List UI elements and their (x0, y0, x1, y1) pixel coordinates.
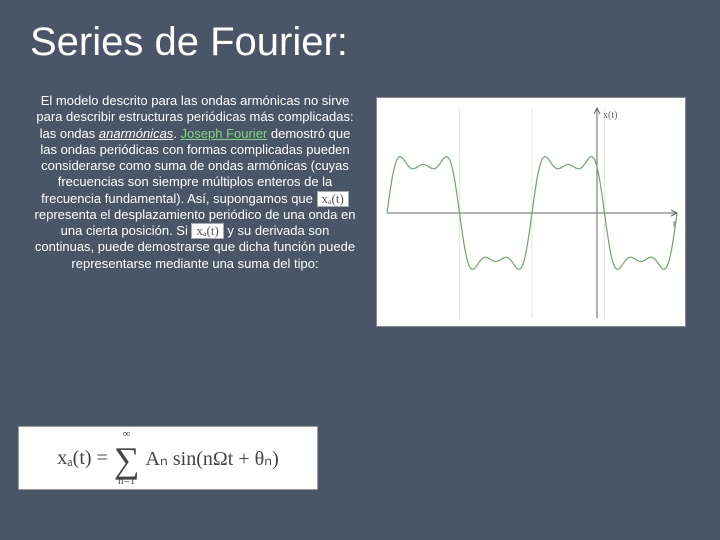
sum-upper: ∞ (123, 429, 131, 440)
content-row: El modelo descrito para las ondas armóni… (30, 93, 690, 327)
slide: Series de Fourier: El modelo descrito pa… (0, 0, 720, 540)
sum-limits: ∞ ∑ n=1 (110, 429, 144, 487)
body-text: El modelo descrito para las ondas armóni… (30, 93, 360, 327)
sigma-symbol: ∑ (114, 442, 140, 478)
fourier-formula: xₐ(t) = ∞ ∑ n=1 Aₙ sin(nΩt + θₙ) (18, 426, 318, 490)
waveform-chart: x(t)t (376, 97, 686, 327)
chart-svg: x(t)t (377, 98, 687, 328)
fourier-link[interactable]: Joseph Fourier (181, 126, 268, 141)
chart-column: x(t)t (372, 93, 690, 327)
formula-rhs: Aₙ sin(nΩt + θₙ) (145, 446, 278, 471)
page-title: Series de Fourier: (30, 20, 690, 65)
formula-lhs: xₐ(t) = (57, 447, 108, 470)
inline-math-2: xₐ(t) (191, 223, 223, 239)
inline-math-1: xₐ(t) (317, 191, 349, 207)
svg-text:x(t): x(t) (603, 110, 617, 121)
anarmonicas-term: anarmónicas (99, 126, 173, 141)
para-part-2: . (173, 126, 180, 141)
